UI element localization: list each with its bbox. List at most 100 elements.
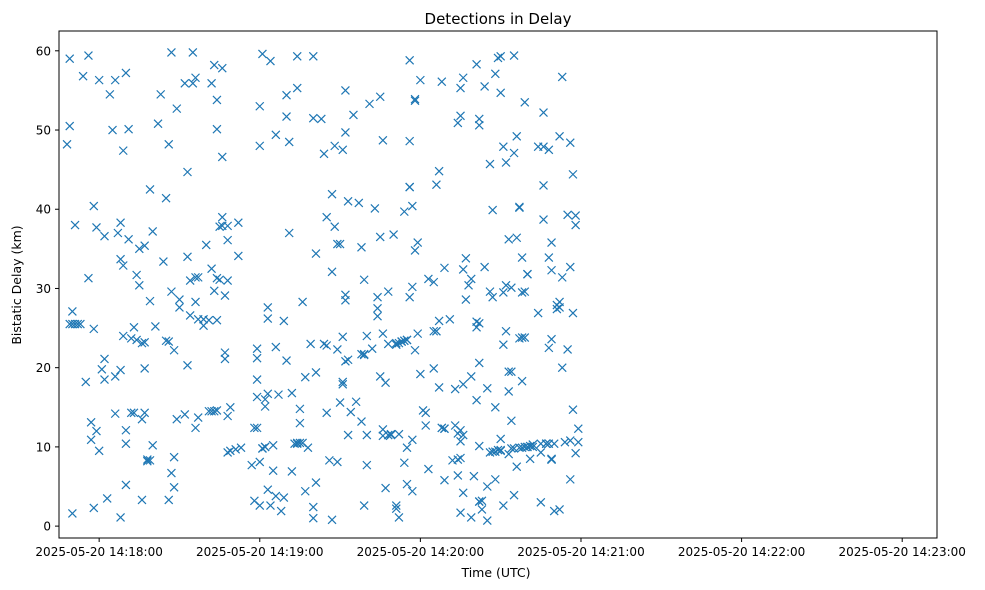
data-point [116,254,125,264]
data-point [456,425,465,435]
data-point [391,501,401,510]
data-point [340,356,350,366]
x-axis-label: Time (UTC) [460,565,530,580]
data-point [370,204,380,213]
data-point [415,369,425,379]
data-point [413,329,423,339]
data-point [70,220,80,230]
data-point [466,274,476,284]
data-point [557,272,567,282]
data-point [183,252,192,262]
data-point [338,379,348,389]
data-point [175,295,184,304]
data-point [466,512,476,522]
data-point [571,448,581,458]
data-point [316,114,326,124]
data-point [480,82,490,91]
data-point [517,376,527,386]
x-tick-label: 2025-05-20 14:23:00 [838,545,965,559]
data-point [397,337,407,346]
data-point [303,443,313,453]
data-point [506,444,516,453]
data-point [482,383,492,393]
data-point [201,240,211,250]
data-point [185,276,195,285]
data-point [89,503,99,513]
data-point [258,444,267,453]
data-point [357,417,366,426]
data-point [410,345,420,355]
x-tick-label: 2025-05-20 14:22:00 [678,545,805,559]
data-point [549,506,559,516]
data-point [458,265,468,274]
data-point [555,505,564,514]
data-point [220,291,230,301]
data-point [284,137,294,147]
data-point [349,110,358,120]
data-point [167,287,176,297]
data-point [547,238,556,247]
chart-title: Detections in Delay [425,10,572,28]
data-point [402,479,412,489]
data-point [295,418,305,428]
data-point [126,333,136,343]
data-point [282,112,291,121]
data-point [340,127,350,137]
data-point [100,231,109,241]
data-point [188,78,198,88]
data-point [351,397,361,407]
data-point [332,345,342,354]
data-point [381,483,390,493]
data-point [389,230,399,240]
data-point [78,71,88,81]
data-point [557,72,567,82]
data-point [65,121,75,131]
data-point [474,114,484,124]
data-point [405,136,415,146]
data-point [525,454,535,464]
data-point [145,296,155,306]
data-point [565,436,575,445]
data-point [252,344,262,354]
data-point [506,367,516,377]
data-point [357,349,366,359]
data-point [110,75,120,85]
data-point [167,47,176,57]
y-axis-label: Bistatic Delay (km) [9,225,24,344]
data-point [539,181,548,190]
data-point [249,423,259,433]
data-point [332,239,342,249]
y-tick-label: 10 [36,440,51,454]
data-point [373,311,382,321]
data-point [110,409,120,419]
data-point [295,404,305,414]
plot-frame [58,30,938,539]
data-point [255,501,265,510]
data-point [365,99,374,109]
data-point [493,445,503,455]
data-point [383,287,393,297]
data-point [509,490,519,500]
data-point [335,239,345,249]
data-point [410,94,420,104]
data-point [252,423,262,433]
data-point [300,372,310,382]
data-point [212,273,222,283]
data-point [84,51,93,60]
data-point [362,331,372,341]
data-point [92,426,101,436]
data-point [544,253,554,262]
data-point [311,368,321,377]
data-point [322,341,332,350]
data-point [461,253,471,263]
data-point [255,101,265,111]
data-point [167,468,176,478]
data-point [359,350,369,360]
data-point [429,364,439,373]
data-point [405,292,415,302]
data-point [212,124,222,134]
data-point [298,297,308,307]
data-point [399,336,409,346]
data-point [255,457,265,467]
data-point [394,512,404,522]
